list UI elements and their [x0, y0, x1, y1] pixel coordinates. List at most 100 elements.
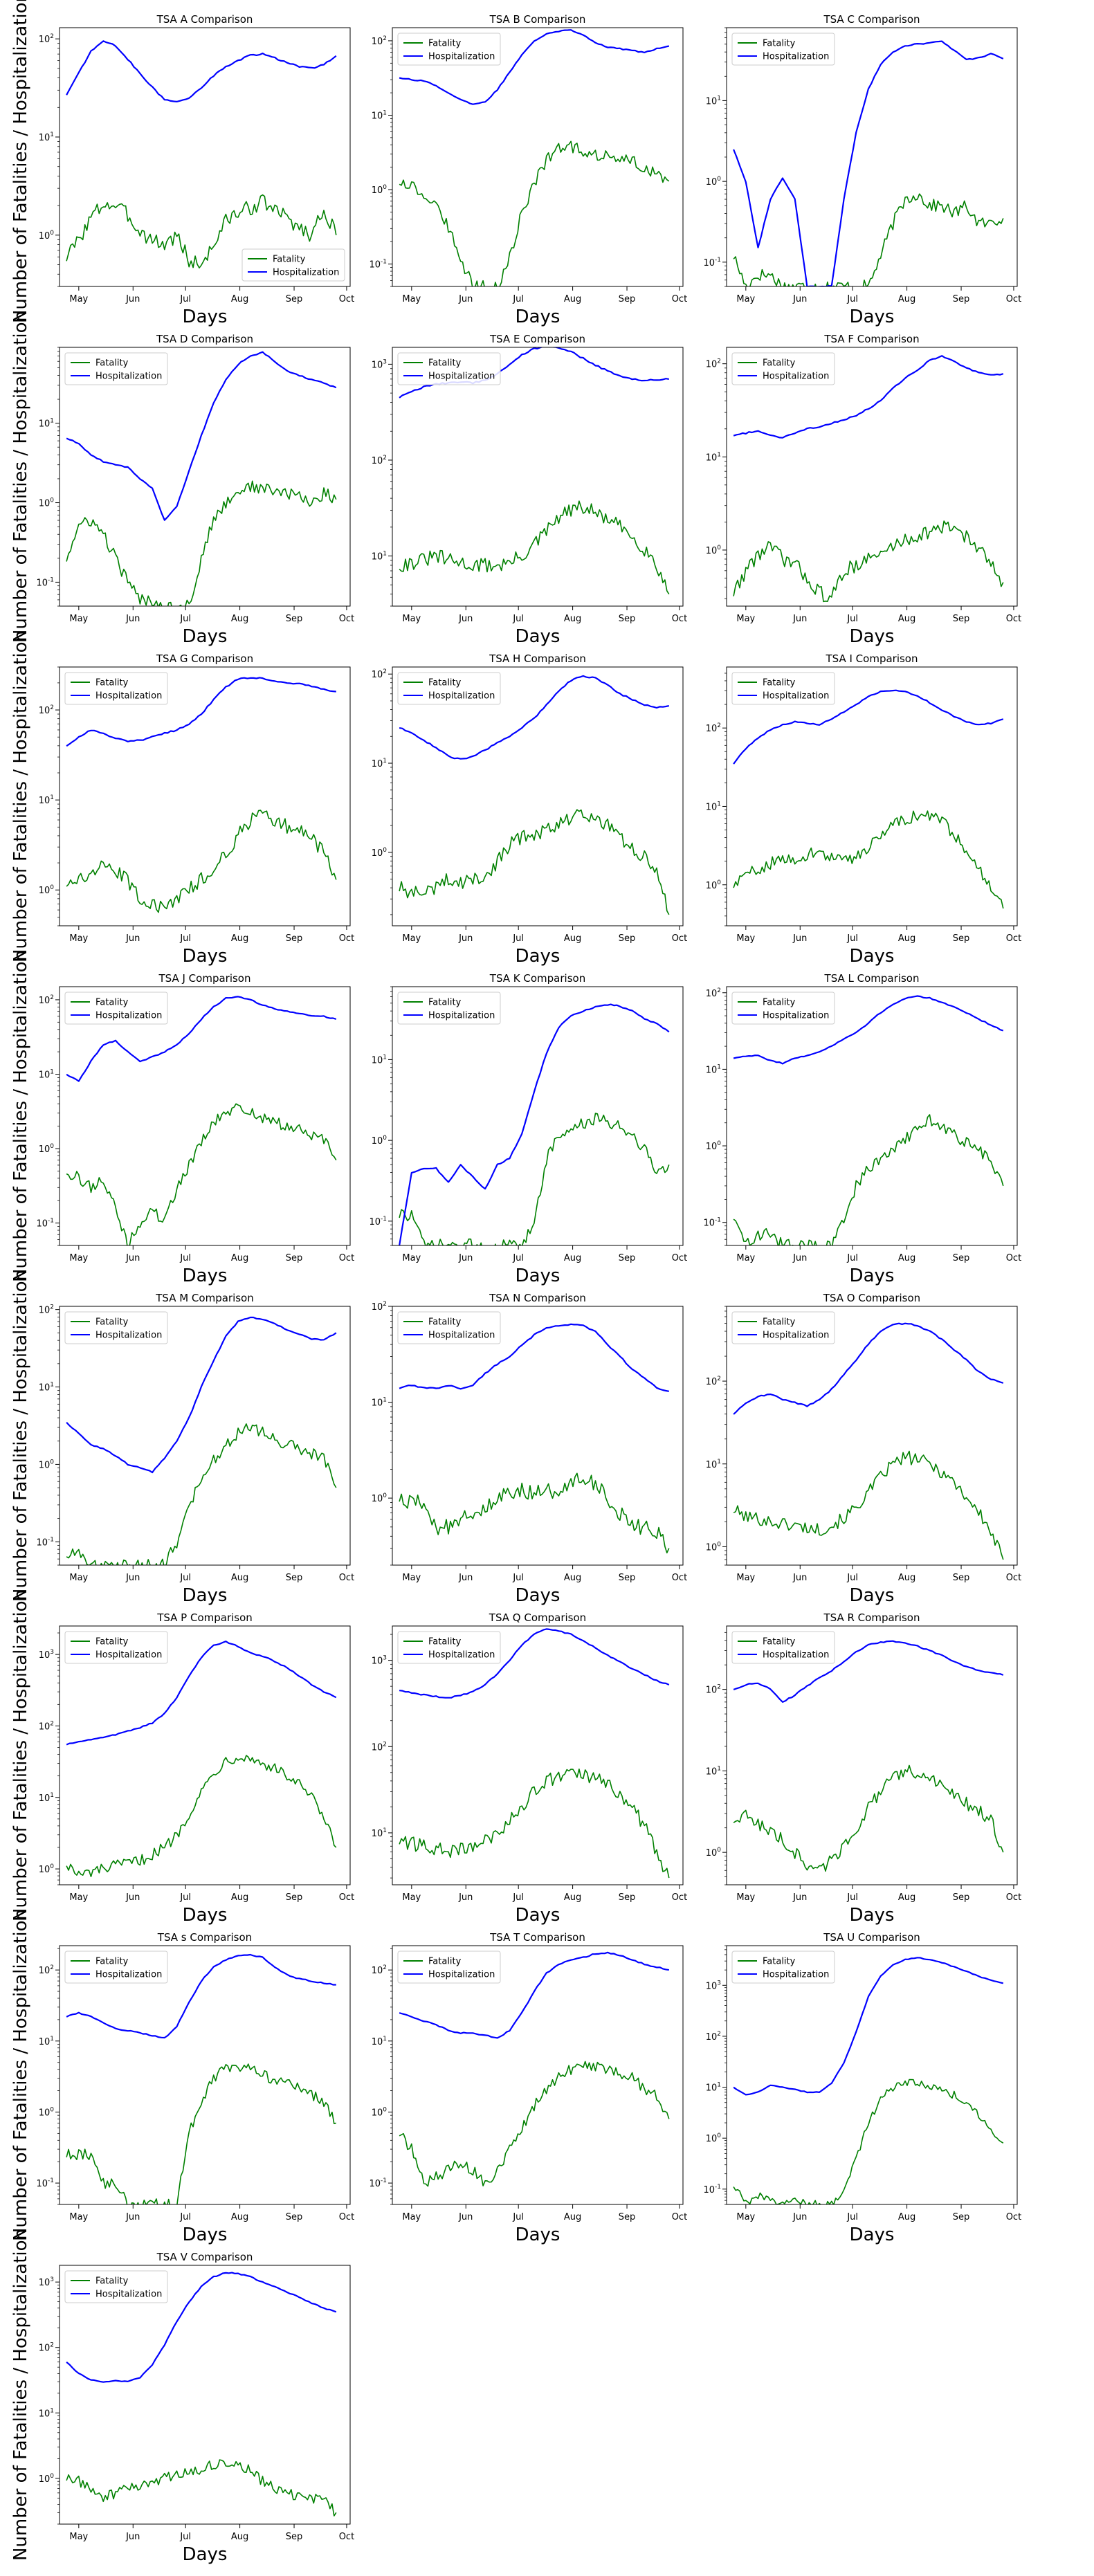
chart-title: TSA B Comparison [489, 13, 586, 26]
legend: Fatality Hospitalization [64, 672, 168, 705]
y-tick-label: 101 [706, 801, 721, 812]
plot-frame [59, 986, 351, 1246]
chart-title: TSA R Comparison [823, 1611, 920, 1624]
legend-box [731, 33, 835, 66]
x-tick-label: Oct [672, 1892, 687, 1903]
legend-box [64, 352, 168, 385]
x-tick-label: Oct [339, 933, 354, 944]
chart-panel: TSA s Comparison 10-1 100 101 102 May Jun Jul Au… [10, 1909, 354, 2245]
x-axis-label: Days [183, 1585, 228, 1606]
chart-panel: TSA A Comparison 100 101 102 May Jun Jul Aug Sep… [10, 0, 354, 327]
chart-panel: TSA G Comparison 100 101 102 May Jun Jul Aug Sep… [10, 630, 354, 967]
chart-panel: TSA R Comparison 100 101 102 May Jun Jul Aug Sep… [706, 1611, 1021, 1926]
x-tick-label: Sep [286, 1573, 303, 1583]
chart-title: TSA Q Comparison [489, 1611, 586, 1624]
chart-title: TSA T Comparison [489, 1931, 585, 1944]
y-tick-label: 101 [39, 418, 54, 430]
y-tick-label: 101 [372, 1054, 387, 1066]
x-tick-label: Aug [231, 614, 248, 624]
x-tick-label: Jul [179, 1253, 191, 1263]
x-tick-label: May [69, 1253, 88, 1263]
x-tick-label: Oct [339, 2212, 354, 2222]
y-tick-label: 100 [706, 2132, 722, 2144]
x-tick-label: Jul [179, 933, 191, 944]
x-tick-label: Jul [512, 2212, 524, 2222]
x-tick-label: Jul [846, 294, 858, 304]
x-tick-label: May [402, 2212, 421, 2222]
legend-label: Hospitalization [763, 1650, 829, 1661]
x-tick-label: May [69, 294, 88, 304]
y-tick-label: 100 [39, 2106, 55, 2118]
x-tick-label: Jul [512, 614, 524, 624]
chart-panel: TSA I Comparison 100 101 102 May Jun Jul Aug Sep… [706, 652, 1021, 967]
x-tick-label: Sep [619, 1573, 636, 1583]
legend-box [64, 672, 168, 705]
y-tick-label: 10-1 [369, 259, 387, 271]
y-tick-label: 103 [706, 1980, 721, 1991]
x-tick-label: Aug [231, 294, 248, 304]
x-tick-label: Oct [1006, 1573, 1021, 1583]
x-tick-label: May [402, 614, 421, 624]
legend-label: Fatality [95, 1317, 129, 1328]
x-tick-label: Oct [1006, 614, 1021, 624]
x-tick-label: Aug [564, 294, 581, 304]
x-tick-label: Aug [564, 1253, 581, 1263]
x-tick-label: Aug [231, 1573, 248, 1583]
legend-box [397, 672, 501, 705]
x-tick-label: Aug [231, 2212, 248, 2222]
fatality-line [399, 1472, 670, 1554]
fatality-line [66, 2459, 337, 2516]
legend-label: Fatality [95, 678, 129, 688]
x-tick-label: May [736, 1253, 755, 1263]
chart-panel: TSA T Comparison 10-1 100 101 102 May Jun Jul Au… [369, 1931, 687, 2245]
x-tick-label: Jul [512, 294, 524, 304]
x-tick-label: May [402, 1892, 421, 1903]
x-tick-label: Oct [672, 1573, 687, 1583]
plot-frame [392, 1625, 684, 1885]
legend-box [397, 992, 501, 1025]
y-tick-label: 102 [372, 1301, 387, 1313]
y-tick-label: 100 [706, 1847, 722, 1858]
x-axis-label: Days [516, 1266, 560, 1286]
plot-frame [59, 27, 351, 287]
x-tick-label: Sep [619, 933, 636, 944]
x-tick-label: Aug [231, 1892, 248, 1903]
x-tick-label: Oct [672, 614, 687, 624]
hospitalization-line [733, 1957, 1004, 2096]
legend-label: Fatality [95, 358, 129, 369]
x-tick-label: Oct [339, 1892, 354, 1903]
x-tick-label: Aug [898, 1573, 915, 1583]
x-axis-label: Days [850, 1266, 895, 1286]
x-tick-label: Jun [125, 294, 140, 304]
plot-frame [59, 2265, 351, 2525]
legend-label: Hospitalization [763, 691, 829, 702]
x-axis-label: Days [516, 1905, 560, 1926]
y-tick-label: 101 [39, 1382, 54, 1394]
y-tick-label: 102 [372, 1964, 387, 1976]
fatality-line [733, 193, 1004, 286]
legend-label: Fatality [428, 1637, 462, 1647]
x-tick-label: Oct [1006, 1892, 1021, 1903]
x-tick-label: Oct [339, 1253, 354, 1263]
x-tick-label: May [402, 294, 421, 304]
x-tick-label: Sep [286, 2212, 303, 2222]
plot-frame [59, 1945, 351, 2205]
x-tick-label: Oct [672, 933, 687, 944]
chart-panel: TSA V Comparison 100 101 102 103 May Jun Jul Aug… [10, 2229, 354, 2565]
x-tick-label: Jul [179, 1892, 191, 1903]
y-tick-label: 100 [372, 1135, 388, 1147]
plot-frame [392, 986, 684, 1246]
legend-label: Fatality [763, 678, 796, 688]
hospitalization-line [66, 40, 337, 102]
legend-label: Fatality [273, 255, 306, 265]
y-tick-label: 101 [706, 1459, 721, 1470]
legend-label: Hospitalization [763, 52, 829, 62]
y-tick-label: 102 [372, 1741, 387, 1753]
fatality-line [66, 810, 337, 913]
plot-frame [726, 666, 1018, 926]
y-tick-label: 103 [372, 1655, 387, 1667]
legend-label: Hospitalization [428, 1331, 495, 1341]
legend-box [397, 1311, 501, 1344]
y-axis-label: Number of Fatalities / Hospitalization [10, 1909, 31, 2241]
legend-label: Fatality [95, 998, 129, 1008]
